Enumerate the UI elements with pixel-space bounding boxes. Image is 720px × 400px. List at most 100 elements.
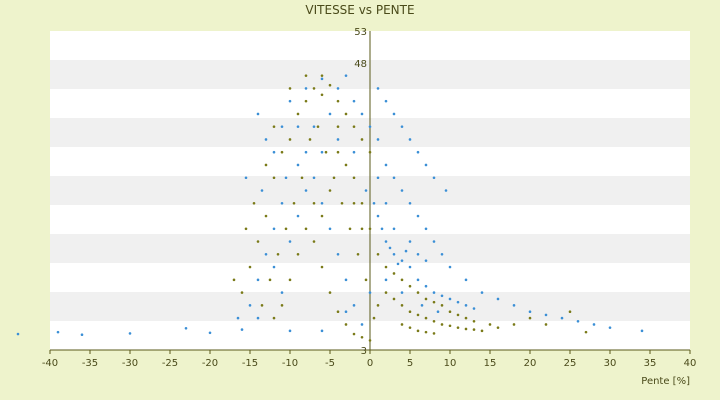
x-tick-label: 15 — [484, 358, 497, 369]
data-point — [360, 227, 364, 231]
data-point — [304, 87, 308, 90]
data-point — [568, 310, 572, 314]
data-point — [416, 291, 420, 294]
data-point — [380, 227, 384, 231]
data-point — [432, 319, 436, 323]
x-tick-label: 25 — [564, 358, 577, 369]
data-point — [440, 323, 444, 326]
data-point — [408, 310, 412, 314]
data-point — [424, 330, 428, 334]
data-point — [432, 291, 436, 294]
data-point — [400, 259, 404, 262]
data-point — [496, 326, 500, 329]
data-point — [424, 163, 428, 167]
data-point — [448, 265, 452, 269]
data-point — [608, 326, 612, 329]
data-point — [416, 329, 420, 333]
data-point — [244, 176, 248, 180]
data-point — [352, 99, 356, 103]
data-point — [280, 291, 284, 294]
data-point — [400, 304, 404, 307]
data-point — [392, 227, 396, 231]
data-point — [384, 163, 388, 167]
data-point — [256, 112, 260, 116]
data-point — [360, 112, 364, 116]
data-point — [264, 253, 268, 256]
y-tick-label: 53 — [354, 27, 367, 38]
data-point — [392, 253, 396, 256]
data-point — [408, 265, 412, 269]
data-point — [408, 138, 412, 141]
data-point — [272, 316, 276, 320]
data-point — [512, 304, 516, 307]
data-point — [384, 278, 388, 282]
data-point — [336, 125, 340, 128]
data-point — [464, 327, 468, 331]
data-point — [288, 87, 292, 90]
data-point — [312, 176, 316, 180]
data-point — [316, 125, 320, 128]
data-point — [256, 278, 260, 282]
data-point — [336, 99, 340, 103]
data-point — [368, 227, 372, 231]
data-point — [436, 310, 440, 314]
data-point — [544, 313, 548, 317]
data-point — [304, 150, 308, 154]
data-point — [472, 319, 476, 323]
data-point — [272, 227, 276, 231]
data-point — [432, 300, 436, 304]
data-point — [416, 278, 420, 282]
data-point — [320, 93, 324, 97]
y-tick-label: 3 — [361, 346, 367, 357]
data-point — [340, 201, 344, 205]
data-point — [304, 189, 308, 192]
data-point — [336, 253, 340, 256]
data-point — [280, 304, 284, 307]
x-tick-label: -35 — [82, 358, 98, 369]
data-point — [640, 329, 644, 333]
data-point — [368, 125, 372, 128]
data-point — [456, 300, 460, 304]
x-tick-label: -15 — [242, 358, 258, 369]
data-point — [392, 176, 396, 180]
data-point — [248, 265, 252, 269]
data-point — [400, 189, 404, 192]
data-point — [320, 265, 324, 269]
x-tick-label: 0 — [367, 358, 373, 369]
data-point — [312, 240, 316, 243]
data-point — [456, 326, 460, 329]
data-point — [392, 297, 396, 301]
data-point — [416, 253, 420, 256]
data-point — [208, 331, 212, 335]
tick-labels: -40 -35 -30 -25 -20 -15 -10 -5 0 5 10 15 20 25 30 35 40 3… — [42, 27, 697, 369]
data-point — [332, 176, 336, 180]
x-tick-label: -20 — [202, 358, 218, 369]
data-point — [252, 201, 256, 205]
data-point — [256, 240, 260, 243]
data-point — [364, 278, 368, 282]
data-point — [416, 150, 420, 154]
data-point — [424, 316, 428, 320]
data-point — [384, 201, 388, 205]
data-point — [236, 316, 240, 320]
data-point — [336, 310, 340, 314]
data-point — [288, 138, 292, 141]
data-point — [440, 294, 444, 298]
x-axis-label: Pente [%] — [641, 376, 690, 387]
data-point — [344, 323, 348, 326]
data-point — [528, 310, 532, 314]
data-point — [240, 291, 244, 294]
data-point — [280, 125, 284, 128]
data-point — [448, 324, 452, 328]
data-point — [296, 112, 300, 116]
data-point — [308, 138, 312, 141]
data-point — [264, 163, 268, 167]
data-point — [424, 259, 428, 262]
data-point — [272, 265, 276, 269]
data-point — [304, 99, 308, 103]
data-point — [336, 87, 340, 90]
data-point — [272, 176, 276, 180]
data-point — [264, 138, 268, 141]
data-point — [344, 112, 348, 116]
data-point — [376, 304, 380, 307]
